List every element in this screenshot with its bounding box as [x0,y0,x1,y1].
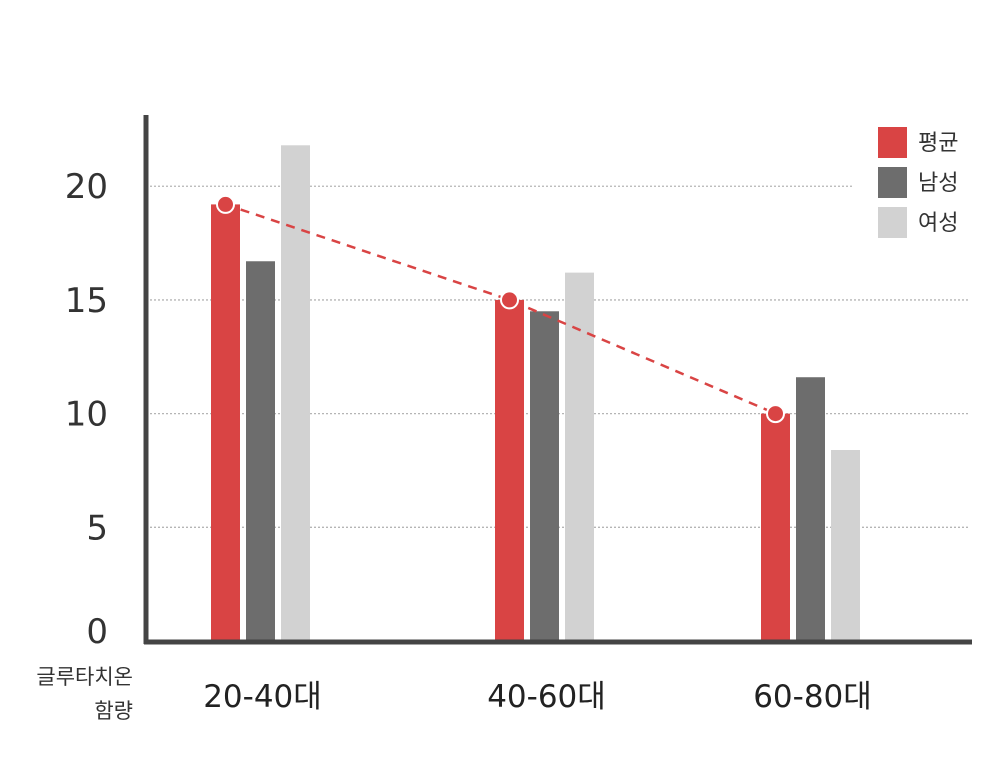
average-point-20-40대 [216,194,235,214]
bar-여성-20-40대 [281,145,310,641]
y-tick-0: 0 [86,612,108,652]
average-point-40-60대 [500,290,519,310]
bar-평균-40-60대 [495,299,524,641]
y-tick-5: 5 [86,508,108,548]
legend-swatch-여성 [878,207,907,238]
x-category-40-60대: 40-60대 [487,679,606,715]
legend-label-평균: 평균 [918,131,958,156]
bar-남성-20-40대 [246,261,275,641]
y-axis-label-line-1: 글루타치온 [36,665,133,689]
y-tick-20: 20 [65,167,108,207]
average-line-group [216,194,785,424]
y-tick-15: 15 [65,281,108,321]
y-axis-label-line-2: 함량 [94,699,133,723]
bars [211,145,860,641]
legend-label-남성: 남성 [918,171,958,196]
bar-여성-40-60대 [565,272,594,641]
axes [143,115,972,645]
legend-swatch-남성 [878,167,907,198]
legend-swatch-평균 [878,127,907,158]
x-category-labels: 20-40대 40-60대 60-80대 [203,679,872,715]
y-tick-10: 10 [65,395,108,435]
x-category-20-40대: 20-40대 [203,679,322,715]
average-point-60-80대 [766,404,785,424]
bar-남성-40-60대 [530,311,559,641]
legend-label-여성: 여성 [918,211,958,236]
bar-여성-60-80대 [831,449,860,641]
bar-평균-20-40대 [211,204,240,641]
bar-평균-60-80대 [761,413,790,641]
y-tick-labels: 0 5 10 15 20 [65,167,108,652]
average-trend-line [225,203,776,415]
bar-남성-60-80대 [796,377,825,641]
x-category-60-80대: 60-80대 [753,679,872,715]
